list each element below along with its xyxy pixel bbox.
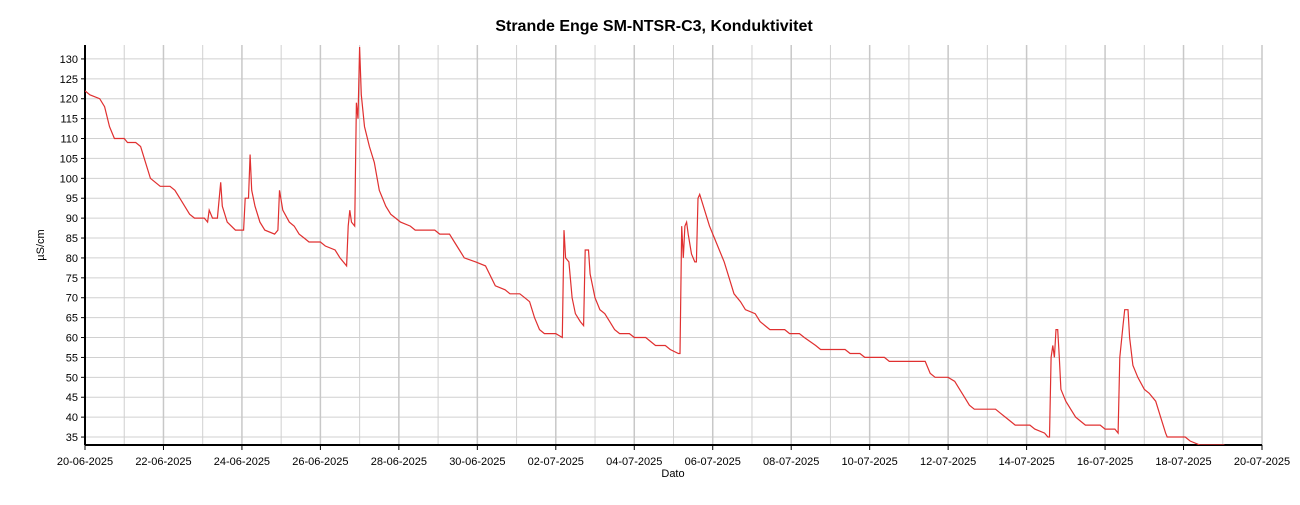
x-tick-label: 20-06-2025 [57,456,113,468]
x-tick-label: 08-07-2025 [763,456,819,468]
y-tick-label: 110 [60,134,78,146]
x-tick-label: 20-07-2025 [1234,456,1290,468]
y-axis-label: µS/cm [35,229,47,260]
x-tick-label: 12-07-2025 [920,456,976,468]
y-tick-label: 130 [60,54,78,66]
x-tick-label: 06-07-2025 [685,456,741,468]
x-tick-label: 24-06-2025 [214,456,270,468]
y-tick-label: 95 [66,193,78,205]
y-tick-label: 65 [66,313,78,325]
y-tick-label: 80 [66,253,78,265]
x-tick-label: 02-07-2025 [528,456,584,468]
y-tick-label: 90 [66,213,78,225]
y-tick-label: 115 [60,114,78,126]
y-tick-label: 35 [66,432,78,444]
x-tick-label: 14-07-2025 [998,456,1054,468]
x-tick-label: 28-06-2025 [371,456,427,468]
x-tick-label: 22-06-2025 [135,456,191,468]
x-axis-label: Dato [661,468,684,480]
x-tick-label: 18-07-2025 [1155,456,1211,468]
y-tick-label: 85 [66,233,78,245]
x-tick-label: 30-06-2025 [449,456,505,468]
y-tick-label: 70 [66,293,78,305]
x-tick-label: 16-07-2025 [1077,456,1133,468]
y-tick-label: 75 [66,273,78,285]
y-tick-label: 50 [66,372,78,384]
data-line [85,46,1225,445]
x-tick-label: 10-07-2025 [842,456,898,468]
x-tick-label: 04-07-2025 [606,456,662,468]
y-tick-label: 45 [66,392,78,404]
y-tick-label: 125 [60,74,78,86]
y-tick-label: 120 [60,94,78,106]
x-tick-label: 26-06-2025 [292,456,348,468]
y-tick-label: 60 [66,333,78,345]
y-tick-label: 100 [60,173,78,185]
y-tick-label: 55 [66,352,78,364]
y-tick-label: 105 [60,153,78,165]
chart-title: Strande Enge SM-NTSR-C3, Konduktivitet [495,18,813,35]
y-tick-label: 40 [66,412,78,424]
